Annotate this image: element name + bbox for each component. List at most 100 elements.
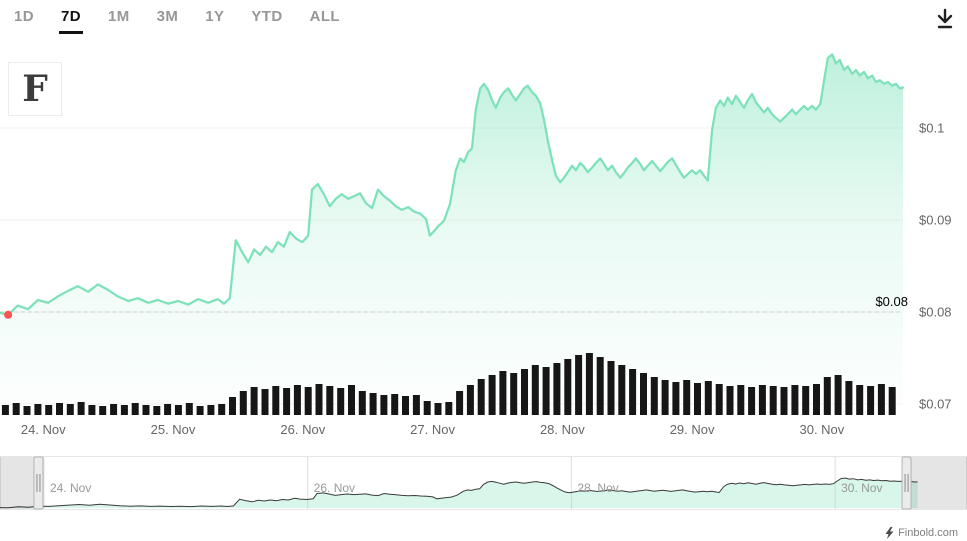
volume-bar [12,403,20,415]
volume-bar [791,385,799,415]
volume-bar [672,382,680,415]
volume-bar [596,357,604,415]
download-icon [937,8,953,29]
navigator-label: 24. Nov [50,481,91,495]
volume-bar [185,403,193,415]
credit-link[interactable]: Finbold.com [885,527,958,539]
volume-bar [164,404,172,415]
volume-bar [250,387,258,415]
range-tab-1m[interactable]: 1M [106,2,132,34]
volume-bar [737,385,745,415]
volume-bar [218,404,226,415]
volume-bar [715,384,723,415]
volume-bar [174,405,182,415]
volume-bar [66,404,74,415]
navigator-line [0,477,918,509]
volume-bar [585,353,593,415]
volume-bar [380,395,388,415]
volume-bar [823,377,831,415]
price-area [0,54,903,405]
start-marker [4,310,13,319]
navigator-handle-left[interactable] [33,456,44,510]
volume-bar [261,389,269,415]
volume-bar [23,406,31,415]
volume-bar [553,363,561,415]
volume-bar [845,381,853,415]
volume-bar [304,387,312,415]
volume-bar [542,367,550,415]
volume-bar [239,391,247,415]
y-axis-label: $0.09 [919,213,952,228]
range-toolbar: 1D 7D 1M 3M 1Y YTD ALL [12,2,342,34]
volume-bar [694,383,701,415]
range-tab-7d[interactable]: 7D [58,2,83,34]
volume-bar [358,391,366,415]
volume-bar [402,396,409,415]
volume-bar [661,380,669,415]
navigator-mask-right [906,457,967,509]
x-axis-label: 25. Nov [151,422,196,437]
volume-bar [802,386,810,415]
x-axis-label: 26. Nov [280,422,325,437]
volume-bar [477,379,485,415]
x-axis-label: 24. Nov [21,422,66,437]
volume-bars [1,353,896,415]
volume-bar [499,371,507,415]
y-axis-label: $0.08 [919,305,952,320]
volume-bar [131,403,139,415]
volume-bar [142,405,150,415]
volume-bar [110,404,118,415]
volume-bar [650,377,658,415]
x-axis-label: 28. Nov [540,422,585,437]
volume-bar [704,381,712,415]
volume-bar [293,385,301,415]
credit-text: Finbold.com [898,527,958,539]
volume-bar [391,394,399,415]
volume-bar [877,384,885,415]
volume-bar [272,386,280,415]
volume-bar [780,387,788,415]
volume-bar [618,365,626,415]
range-tab-all[interactable]: ALL [308,2,342,34]
volume-bar [77,402,85,415]
volume-bar [488,375,496,415]
range-tab-ytd[interactable]: YTD [249,2,284,34]
x-axis-label: 27. Nov [410,422,455,437]
volume-bar [456,391,464,415]
volume-bar [120,405,128,415]
volume-bar [629,369,637,415]
volume-bar [369,393,377,415]
volume-bar [283,388,291,415]
volume-bar [466,385,474,415]
range-tab-1y[interactable]: 1Y [203,2,226,34]
volume-bar [326,386,334,415]
finbold-logo: F [8,62,62,116]
volume-bar [683,380,691,415]
navigator-mask-left [0,457,39,509]
volume-bar [813,384,820,415]
x-axis-label: 29. Nov [670,422,715,437]
navigator-area [0,478,918,508]
navigator-handle-right[interactable] [901,456,912,510]
range-tab-3m[interactable]: 3M [155,2,181,34]
volume-bar [229,397,236,415]
volume-bar [196,406,204,415]
volume-bar [510,373,518,415]
volume-bar [34,404,42,415]
volume-bar [45,405,53,415]
volume-bar [856,385,864,415]
export-menu-button[interactable] [932,5,958,33]
y-axis-label: $0.1 [919,121,944,136]
volume-bar [153,406,161,415]
volume-bar [56,403,63,415]
volume-bar [888,387,896,415]
x-axis-label: 30. Nov [799,422,844,437]
volume-bar [758,385,766,415]
volume-bar [315,384,323,415]
volume-bar [521,369,528,415]
volume-bar [531,365,539,415]
y-axis-label: $0.07 [919,397,952,412]
range-tab-1d[interactable]: 1D [12,2,36,34]
volume-bar [337,388,345,415]
